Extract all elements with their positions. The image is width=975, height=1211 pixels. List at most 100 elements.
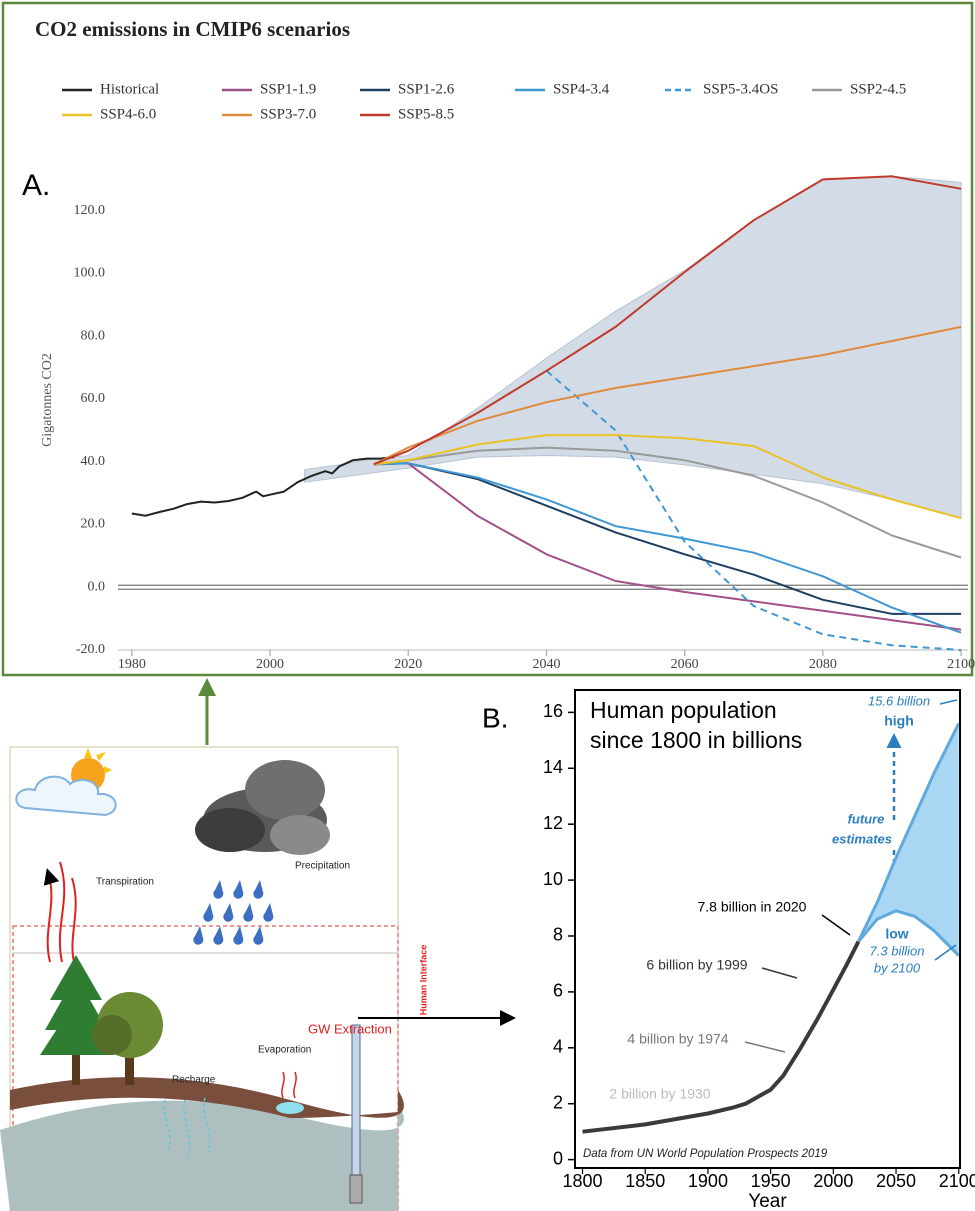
evaporation-arrow xyxy=(293,1071,297,1099)
diagram-label: Transpiration xyxy=(96,877,154,888)
diagram-label: GW Extraction xyxy=(308,1021,392,1036)
panel-label: B. xyxy=(482,702,508,733)
chart-title: CO2 emissions in CMIP6 scenarios xyxy=(35,17,350,41)
diagram-label: Evaporation xyxy=(258,1045,311,1056)
tree-trunk xyxy=(72,1040,80,1085)
pond xyxy=(276,1102,304,1114)
storm-cloud-part xyxy=(245,760,325,820)
y-tick-label: 4 xyxy=(553,1037,563,1057)
annotation-leader xyxy=(939,699,958,705)
legend-label: SSP2-4.5 xyxy=(850,81,906,97)
y-tick-label: 0 xyxy=(553,1148,563,1168)
x-tick-label: 1800 xyxy=(563,1171,603,1191)
legend-label: SSP5-3.4OS xyxy=(703,81,778,97)
annotation-leader xyxy=(934,944,957,961)
annotation-leader xyxy=(761,967,798,979)
annotation: high xyxy=(884,713,914,729)
legend-label: SSP1-1.9 xyxy=(260,81,316,97)
annotation: 6 billion by 1999 xyxy=(646,957,747,973)
storm-cloud-part xyxy=(195,808,265,852)
series-line xyxy=(373,446,962,559)
chart-title: Human population xyxy=(590,697,777,723)
raindrop xyxy=(193,880,274,945)
y-tick-label: 10 xyxy=(543,869,563,889)
plot-frame xyxy=(574,689,961,1169)
x-tick-label: 1950 xyxy=(751,1171,791,1191)
sun-rays xyxy=(84,748,112,774)
annotation: 2 billion by 1930 xyxy=(609,1086,710,1102)
y-tick-label: 80.0 xyxy=(81,328,106,343)
series-line xyxy=(373,325,962,466)
transpiration-arrow xyxy=(58,861,66,963)
projection-area xyxy=(858,723,959,956)
annotation: estimates xyxy=(832,831,892,846)
y-tick-label: 0.0 xyxy=(88,579,106,594)
annotation-leader xyxy=(821,914,851,936)
series-line xyxy=(373,462,962,634)
y-tick-label: 12 xyxy=(543,813,563,833)
legend-label: SSP4-3.4 xyxy=(553,81,610,97)
y-tick-label: 2 xyxy=(553,1092,563,1112)
x-tick-label: 1850 xyxy=(625,1171,665,1191)
y-tick-label: 40.0 xyxy=(81,454,106,469)
human-interface-boundary xyxy=(12,925,399,1211)
y-tick-label: 14 xyxy=(543,757,563,777)
diagram-label: Recharge xyxy=(172,1075,216,1086)
annotation: 4 billion by 1974 xyxy=(627,1031,728,1047)
legend-label: Historical xyxy=(100,81,159,97)
annotation: 7.3 billion xyxy=(870,943,925,958)
y-tick-label: 8 xyxy=(553,925,563,945)
storm-cloud xyxy=(195,760,330,855)
cloud xyxy=(15,775,117,817)
x-tick-label: 2080 xyxy=(809,657,837,672)
groundwater xyxy=(0,1100,404,1211)
x-tick-label: 2020 xyxy=(394,657,422,672)
legend-label: SSP3-7.0 xyxy=(260,106,316,122)
series-line xyxy=(582,940,861,1134)
tree-trunk xyxy=(125,1045,134,1085)
x-tick-label: 2050 xyxy=(876,1171,916,1191)
series-line xyxy=(131,456,395,517)
x-tick-label: 2060 xyxy=(671,657,699,672)
panel-label: A. xyxy=(22,169,50,202)
recharge-arrow xyxy=(163,1099,171,1151)
series-line xyxy=(373,434,962,520)
annotation: future xyxy=(848,811,885,826)
series-line xyxy=(373,462,962,631)
x-tick-label: 2000 xyxy=(813,1171,853,1191)
projection-line xyxy=(857,722,961,943)
annotation-leader xyxy=(744,1041,786,1053)
annotation: 15.6 billion xyxy=(868,693,930,708)
projection-line xyxy=(857,909,960,957)
panel-a-frame xyxy=(1,1,974,677)
y-tick-label: -20.0 xyxy=(76,642,105,657)
evaporation-arrows xyxy=(281,1071,297,1099)
diagram-label: Human Interface xyxy=(418,945,428,1016)
x-tick-label: 1980 xyxy=(118,657,146,672)
recharge-arrow xyxy=(203,1097,211,1153)
x-axis-title: Year xyxy=(748,1191,787,1211)
y-tick-label: 6 xyxy=(553,981,563,1001)
annotation: by 2100 xyxy=(874,960,921,975)
soil-layer xyxy=(10,1077,404,1118)
deciduous-tree xyxy=(92,1015,132,1055)
y-tick-label: 120.0 xyxy=(74,203,106,218)
x-tick-label: 2040 xyxy=(532,657,560,672)
transpiration-arrows xyxy=(43,861,77,963)
transpiration-arrow xyxy=(43,868,60,963)
source-note: Data from UN World Population Prospects … xyxy=(583,1148,828,1160)
annotation: low xyxy=(885,926,908,942)
x-tick-label: 1900 xyxy=(688,1171,728,1191)
recharge-arrows xyxy=(163,1097,211,1159)
legend-label: SSP5-8.5 xyxy=(398,106,454,122)
series-line xyxy=(545,370,962,651)
storm-cloud-part xyxy=(270,815,330,855)
well-screen xyxy=(349,1174,363,1204)
evaporation-arrow xyxy=(281,1071,285,1099)
x-tick-label: 2100 xyxy=(939,1171,975,1191)
chart-title: since 1800 in billions xyxy=(590,727,802,753)
well-pipe xyxy=(351,1024,361,1196)
